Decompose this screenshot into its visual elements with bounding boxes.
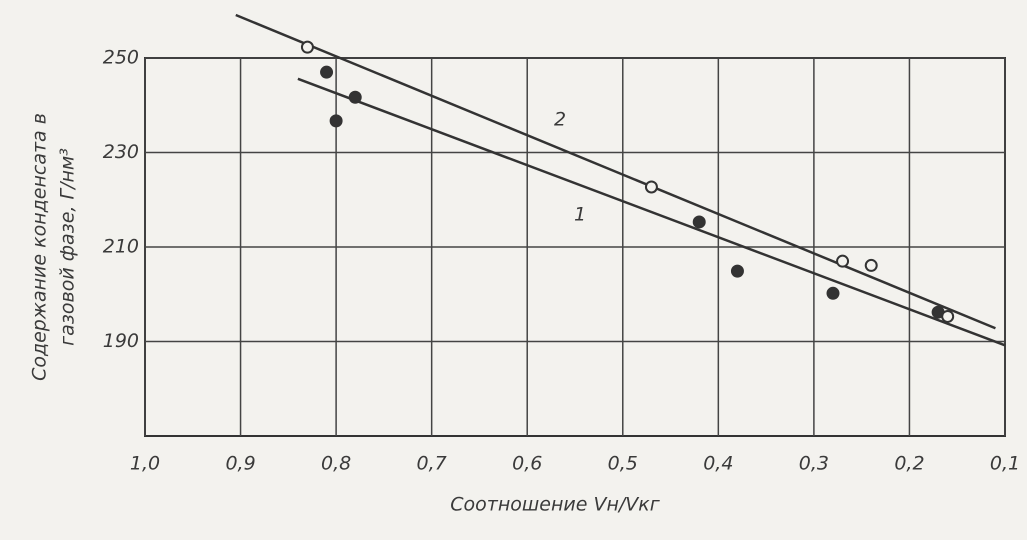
x-tick-label: 0,2 bbox=[894, 453, 924, 475]
x-tick-label: 0,8 bbox=[321, 453, 351, 475]
fit-line bbox=[297, 77, 1006, 347]
y-tick-label: 190 bbox=[103, 330, 139, 352]
line-label: 1 bbox=[574, 204, 586, 226]
data-point bbox=[348, 90, 362, 104]
data-point bbox=[644, 180, 658, 194]
x-tick-label: 0,1 bbox=[990, 453, 1020, 475]
y-tick-label: 230 bbox=[103, 141, 139, 163]
data-point bbox=[941, 309, 955, 323]
x-axis-label: Соотношение Vн/Vкг bbox=[450, 494, 661, 516]
y-tick-label: 210 bbox=[103, 236, 139, 258]
x-tick-label: 1,0 bbox=[130, 453, 160, 475]
x-tick-label: 0,9 bbox=[225, 453, 255, 475]
data-point bbox=[836, 254, 850, 268]
data-point bbox=[826, 286, 840, 300]
x-tick-label: 0,3 bbox=[799, 453, 829, 475]
fit-line bbox=[235, 13, 996, 330]
y-axis-label: Содержание конденсата в bbox=[29, 113, 51, 381]
y-tick-label: 250 bbox=[103, 47, 139, 69]
data-point bbox=[300, 40, 314, 54]
data-point bbox=[864, 258, 878, 272]
data-point bbox=[329, 114, 343, 128]
x-tick-label: 0,5 bbox=[608, 453, 638, 475]
x-tick-label: 0,7 bbox=[417, 453, 447, 475]
data-point bbox=[692, 215, 706, 229]
x-tick-label: 0,4 bbox=[703, 453, 733, 475]
data-point bbox=[320, 65, 334, 79]
line-label: 2 bbox=[554, 109, 566, 131]
y-axis-label: газовой фазе, Г/нм³ bbox=[57, 148, 79, 346]
data-point bbox=[730, 264, 744, 278]
x-tick-label: 0,6 bbox=[512, 453, 542, 475]
